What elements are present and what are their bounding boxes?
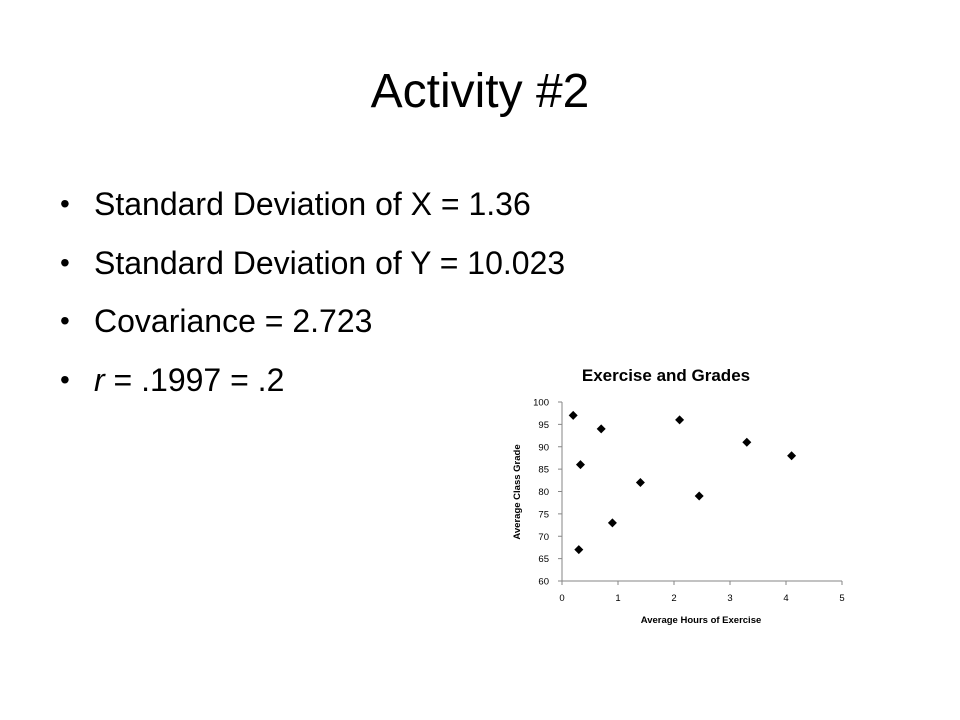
bullet-text: Standard Deviation of X = 1.36: [94, 186, 531, 222]
data-point: [596, 424, 606, 434]
y-tick-label: 70: [538, 532, 549, 543]
bullet-correlation: • r = .1997 = .2: [60, 351, 565, 410]
data-point: [607, 518, 617, 528]
x-tick-label: 4: [783, 593, 788, 604]
slide-title: Activity #2: [370, 65, 590, 118]
y-axis-label: Average Class Grade: [512, 444, 523, 539]
bullet-text: Standard Deviation of Y = 10.023: [94, 244, 566, 281]
data-point: [742, 437, 752, 447]
y-tick-label: 75: [538, 509, 549, 520]
bullet-text: Covariance = 2.723: [94, 303, 373, 339]
x-tick-label: 1: [615, 593, 620, 604]
plot-area: 60 65 70 75 80 85 90 95 100 0 1 2 3 4 5: [533, 398, 845, 605]
x-tick-label: 0: [559, 593, 564, 604]
y-tick-label: 95: [538, 420, 549, 431]
y-tick-label: 60: [538, 577, 549, 588]
data-point: [574, 545, 584, 555]
x-axis-label: Average Hours of Exercise: [641, 615, 762, 626]
y-tick-label: 65: [538, 554, 549, 565]
data-point: [787, 451, 797, 461]
bullet-covariance: • Covariance = 2.723: [60, 292, 565, 351]
y-tick-label: 100: [533, 398, 549, 409]
y-tick-label: 80: [538, 487, 549, 498]
x-tick-label: 2: [671, 593, 676, 604]
bullet-icon: •: [60, 246, 70, 278]
data-point: [568, 410, 578, 420]
data-point: [635, 478, 645, 488]
bullet-variable: r: [94, 361, 105, 398]
data-point: [675, 415, 685, 425]
bullet-sd-y: • Standard Deviation of Y = 10.023: [60, 234, 565, 293]
bullet-icon: •: [60, 305, 70, 336]
x-tick-label: 5: [839, 593, 844, 604]
bullet-icon: •: [60, 188, 70, 219]
chart-title: Exercise and Grades: [582, 366, 750, 385]
scatter-chart: Exercise and Grades Average Class Grade …: [512, 366, 845, 626]
y-tick-label: 85: [538, 465, 549, 476]
bullet-text: = .1997 = .2: [104, 361, 285, 398]
bullet-icon: •: [60, 363, 70, 395]
y-tick-label: 90: [538, 442, 549, 453]
bullet-list: • Standard Deviation of X = 1.36 • Stand…: [60, 175, 565, 409]
data-point: [694, 491, 704, 501]
x-tick-label: 3: [727, 593, 732, 604]
bullet-sd-x: • Standard Deviation of X = 1.36: [60, 175, 565, 234]
data-point: [575, 460, 585, 470]
